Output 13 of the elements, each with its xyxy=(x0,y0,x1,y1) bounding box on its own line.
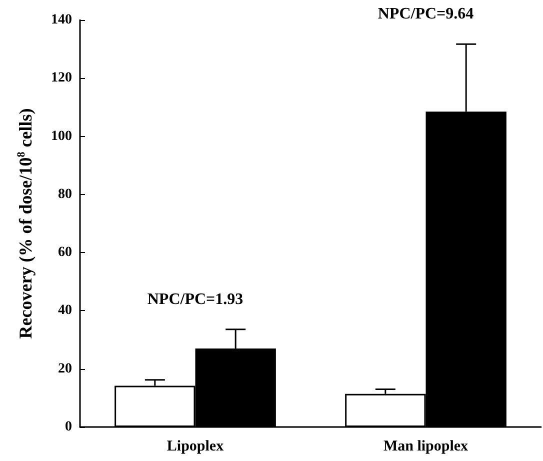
y-tick-label: 20 xyxy=(58,361,72,376)
y-axis-title: Recovery (% of dose/108 cells) xyxy=(16,108,36,339)
x-tick-label: Man lipoplex xyxy=(383,438,469,454)
x-tick-label: Lipoplex xyxy=(166,438,224,454)
y-tick-label: 120 xyxy=(51,70,72,86)
y-tick-label: 80 xyxy=(58,186,72,202)
y-tick-label: 0 xyxy=(65,420,72,434)
y-tick-label: 100 xyxy=(51,128,72,144)
y-tick-label: 140 xyxy=(51,12,72,28)
y-tick-label: 60 xyxy=(58,245,72,260)
annotation: NPC/PC=9.64 xyxy=(378,6,474,23)
y-tick-label: 40 xyxy=(58,303,72,318)
annotation: NPC/PC=1.93 xyxy=(147,290,244,308)
